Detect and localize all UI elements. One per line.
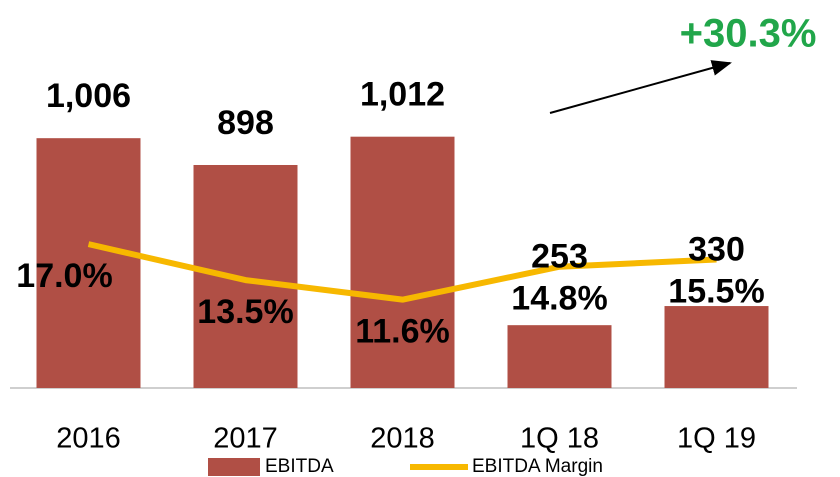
- bar-value-label: 330: [688, 231, 745, 269]
- bar: [193, 164, 298, 388]
- bar-value-label: 1,006: [46, 77, 131, 115]
- bar-value-label: 898: [217, 104, 274, 142]
- bar: [36, 138, 141, 388]
- growth-annotation: +30.3%: [680, 12, 817, 56]
- x-tick-label: 1Q 18: [520, 423, 599, 455]
- legend-label: EBITDA: [265, 456, 334, 477]
- line-value-label: 14.8%: [511, 280, 607, 318]
- legend-label: EBITDA Margin: [472, 456, 603, 477]
- x-tick-label: 2016: [56, 423, 121, 455]
- bar: [507, 325, 612, 388]
- x-tick-label: 2017: [213, 423, 278, 455]
- line-value-label: 13.5%: [197, 293, 293, 331]
- bar: [350, 136, 455, 388]
- bar-value-label: 253: [531, 238, 588, 276]
- trend-arrow: [549, 60, 732, 114]
- bar: [664, 306, 769, 388]
- line: [87, 241, 717, 303]
- bar-value-label: 1,012: [360, 76, 445, 114]
- x-tick-label: 2018: [370, 423, 435, 455]
- line-value-label: 15.5%: [668, 273, 764, 311]
- legend-swatch: [208, 458, 260, 476]
- line-value-label: 11.6%: [355, 313, 450, 351]
- line-value-label: 17.0%: [16, 257, 112, 295]
- x-tick-label: 1Q 19: [677, 423, 756, 455]
